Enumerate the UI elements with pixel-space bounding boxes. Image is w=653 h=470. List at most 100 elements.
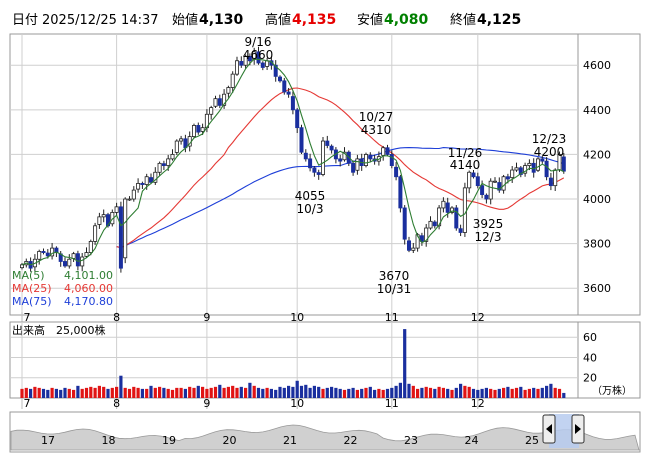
candle-up	[411, 247, 416, 251]
annotation-date: 12/23	[532, 132, 567, 146]
candle-up	[492, 180, 497, 183]
volume-bar	[532, 387, 536, 398]
volume-bar	[183, 388, 187, 398]
candle-up	[437, 207, 442, 227]
volume-bar	[218, 384, 222, 398]
chevron-right-icon	[575, 424, 581, 434]
volume-bar	[213, 386, 218, 398]
volume-value: 25,000株	[56, 323, 106, 337]
month-axis-volume: 7 8 9 10 11 12	[21, 397, 485, 410]
ma5-label: MA(5)	[12, 269, 45, 282]
volume-bar	[381, 389, 385, 398]
candle-up	[88, 241, 93, 253]
price-tick-label: 4400	[583, 104, 611, 117]
volume-bar	[390, 387, 394, 398]
volume-panel	[9, 321, 641, 399]
candle-up	[114, 206, 119, 213]
volume-bar	[338, 388, 342, 398]
volume-bar	[428, 387, 433, 398]
candle-up	[234, 60, 239, 75]
volume-bar	[76, 385, 80, 398]
annotation-date: 10/27	[359, 110, 394, 124]
candle-down	[445, 202, 450, 213]
navigator-tick-label: 20	[223, 434, 237, 447]
volume-bar	[106, 388, 110, 398]
candle-up	[170, 154, 175, 160]
candle-down	[312, 167, 317, 173]
candle-up	[191, 125, 196, 137]
month-label: 10	[290, 397, 304, 410]
candle-down	[148, 177, 153, 183]
volume-bar	[175, 387, 179, 398]
month-label: 7	[24, 311, 31, 324]
volume-bar	[256, 387, 261, 398]
volume-bar	[67, 388, 71, 398]
candle-up	[67, 258, 72, 267]
volume-bar	[278, 386, 282, 398]
price-tick-label: 4000	[583, 193, 611, 206]
volume-bar	[403, 329, 407, 398]
navigator-right-handle[interactable]	[571, 414, 585, 444]
annotation-date: 10/31	[377, 282, 412, 296]
candle-down	[308, 158, 313, 169]
candle-down	[385, 147, 390, 155]
candle-down	[351, 162, 356, 173]
volume-bar	[244, 387, 248, 398]
candle-up	[127, 198, 132, 201]
volume-bar	[166, 388, 170, 398]
price-tick-label: 3800	[583, 238, 611, 251]
candle-up	[523, 165, 528, 174]
volume-bar	[158, 386, 162, 398]
candle-down	[247, 55, 252, 62]
volume-bar	[364, 387, 368, 398]
navigator-left-handle[interactable]	[542, 414, 556, 444]
candle-up	[226, 87, 231, 94]
volume-tick-label: 60	[583, 331, 597, 344]
volume-bar	[295, 380, 299, 398]
low-value: 4,080	[384, 12, 429, 28]
candle-down	[239, 61, 244, 66]
candle-down	[480, 185, 485, 195]
month-label: 11	[385, 397, 399, 410]
volume-bar	[110, 387, 114, 398]
high-value: 4,135	[292, 12, 336, 28]
volume-bar	[536, 388, 540, 398]
candle-up	[488, 180, 493, 200]
candle-down	[196, 125, 201, 133]
candle-down	[286, 91, 291, 95]
annotation-value: 3670	[379, 269, 410, 283]
volume-bar	[41, 388, 46, 398]
candle-down	[63, 261, 68, 267]
volume-bar	[514, 387, 519, 398]
volume-bar	[489, 388, 493, 398]
candle-down	[273, 64, 278, 77]
candle-up	[209, 107, 214, 115]
volume-bar	[347, 388, 351, 398]
volume-bar	[274, 389, 278, 398]
candle-down	[419, 235, 424, 242]
volume-bar	[127, 388, 132, 398]
volume-bar	[115, 386, 119, 398]
volume-bar	[342, 389, 347, 398]
candle-up	[510, 169, 515, 179]
annotation-value: 3925	[473, 217, 504, 231]
volume-bar	[123, 387, 127, 398]
month-label: 9	[203, 397, 210, 410]
candle-up	[200, 127, 205, 132]
candle-down	[432, 221, 437, 227]
annotation-value: 4140	[450, 158, 481, 172]
volume-bar	[385, 388, 390, 398]
volume-bar	[20, 388, 24, 398]
range-navigator[interactable]: 17 18 19 20 21 22 23 24 25	[9, 411, 641, 453]
candle-up	[230, 73, 235, 88]
candle-up	[363, 154, 368, 166]
candle-up	[449, 207, 454, 213]
volume-bar	[471, 388, 476, 398]
candle-up	[50, 247, 55, 257]
candle-up	[467, 171, 472, 189]
candle-up	[179, 138, 184, 142]
volume-bar	[553, 387, 557, 398]
navigator-tick-label: 23	[404, 434, 418, 447]
ma5-line	[21, 58, 565, 266]
